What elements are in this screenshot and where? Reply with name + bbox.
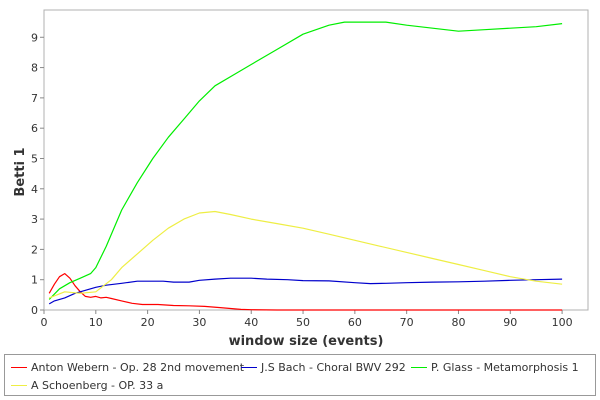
y-tick-label: 4: [31, 183, 38, 196]
x-tick-label: 60: [348, 316, 362, 329]
y-tick-label: 6: [31, 122, 38, 135]
legend-item-bach: J.S Bach - Choral BWV 292: [241, 361, 406, 374]
y-tick-label: 0: [31, 304, 38, 317]
legend-item-schoenberg: A Schoenberg - OP. 33 a: [11, 379, 163, 392]
y-tick-label: 3: [31, 213, 38, 226]
series-line-webern: [48, 273, 563, 311]
x-tick-label: 30: [192, 316, 206, 329]
x-tick-label: 100: [552, 316, 573, 329]
series-line-glass: [48, 21, 563, 300]
legend-label-webern: Anton Webern - Op. 28 2nd movement: [31, 361, 245, 374]
y-tick-label: 1: [31, 274, 38, 287]
x-tick-label: 10: [89, 316, 103, 329]
x-tick-label: 70: [400, 316, 414, 329]
legend-label-bach: J.S Bach - Choral BWV 292: [261, 361, 406, 374]
legend-swatch-schoenberg: [11, 385, 27, 386]
legend-label-glass: P. Glass - Metamorphosis 1: [431, 361, 579, 374]
y-tick-label: 8: [31, 62, 38, 75]
x-axis-title: window size (events): [229, 334, 384, 349]
legend-item-glass: P. Glass - Metamorphosis 1: [411, 361, 579, 374]
x-tick-label: 20: [141, 316, 155, 329]
legend-swatch-webern: [11, 367, 27, 368]
x-tick-label: 50: [296, 316, 310, 329]
x-tick-label: 80: [451, 316, 465, 329]
y-tick-label: 7: [31, 92, 38, 105]
legend-swatch-glass: [411, 367, 427, 368]
legend-label-schoenberg: A Schoenberg - OP. 33 a: [31, 379, 164, 392]
x-tick-label: 90: [503, 316, 517, 329]
legend: Anton Webern - Op. 28 2nd movement J.S B…: [4, 354, 596, 396]
x-tick-label: 0: [41, 316, 48, 329]
series-line-schoenberg: [48, 210, 563, 299]
series-line-bach: [48, 277, 563, 305]
legend-item-webern: Anton Webern - Op. 28 2nd movement: [11, 361, 244, 374]
y-tick-label: 5: [31, 152, 38, 165]
y-tick-label: 9: [31, 31, 38, 44]
legend-swatch-bach: [241, 367, 257, 368]
plot-area: [43, 9, 589, 311]
y-axis-title: Betti 1: [13, 147, 28, 196]
x-tick-label: 40: [244, 316, 258, 329]
y-tick-label: 2: [31, 243, 38, 256]
